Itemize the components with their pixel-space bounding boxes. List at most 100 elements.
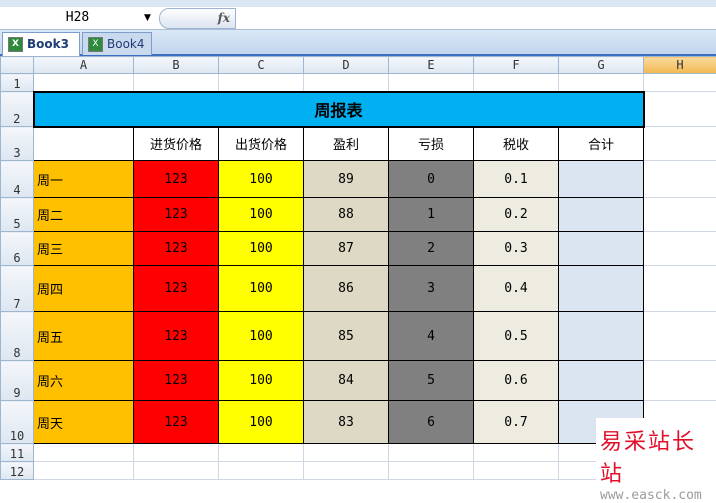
column-header-D[interactable]: D — [304, 57, 389, 74]
column-label[interactable]: 合计 — [559, 127, 644, 161]
row-header-5[interactable]: 5 — [1, 198, 34, 232]
row-header-10[interactable]: 10 — [1, 401, 34, 444]
day-label[interactable]: 周五 — [34, 312, 134, 361]
cell[interactable]: 87 — [304, 232, 389, 266]
name-box[interactable]: H28 — [0, 7, 155, 29]
column-label[interactable] — [34, 127, 134, 161]
row-header-3[interactable]: 3 — [1, 127, 34, 161]
day-label[interactable]: 周三 — [34, 232, 134, 266]
row-header-1[interactable]: 1 — [1, 74, 34, 92]
cell[interactable] — [474, 74, 559, 92]
cell[interactable] — [644, 161, 716, 198]
column-label[interactable]: 盈利 — [304, 127, 389, 161]
cell[interactable] — [389, 462, 474, 480]
cell[interactable] — [474, 444, 559, 462]
cell[interactable]: 3 — [389, 266, 474, 312]
cell[interactable]: 88 — [304, 198, 389, 232]
cell[interactable] — [644, 232, 716, 266]
sheet-title[interactable]: 周报表 — [34, 92, 644, 127]
cell[interactable] — [34, 462, 134, 480]
cell[interactable]: 100 — [219, 232, 304, 266]
cell[interactable] — [559, 198, 644, 232]
cell[interactable] — [134, 462, 219, 480]
cell[interactable] — [34, 444, 134, 462]
name-box-dropdown-icon[interactable]: ▼ — [144, 7, 151, 29]
cell[interactable] — [559, 312, 644, 361]
cell[interactable] — [219, 74, 304, 92]
cell[interactable] — [389, 74, 474, 92]
cell[interactable]: 0.1 — [474, 161, 559, 198]
day-label[interactable]: 周二 — [34, 198, 134, 232]
cell[interactable]: 0 — [389, 161, 474, 198]
insert-function-button[interactable]: fx — [159, 8, 236, 29]
cell[interactable]: 100 — [219, 312, 304, 361]
cell[interactable]: 123 — [134, 198, 219, 232]
column-header-G[interactable]: G — [559, 57, 644, 74]
day-label[interactable]: 周四 — [34, 266, 134, 312]
cell[interactable]: 123 — [134, 361, 219, 401]
day-label[interactable]: 周天 — [34, 401, 134, 444]
cell[interactable]: 0.5 — [474, 312, 559, 361]
cell[interactable]: 100 — [219, 401, 304, 444]
cell[interactable]: 0.6 — [474, 361, 559, 401]
cell[interactable]: 5 — [389, 361, 474, 401]
cell[interactable]: 100 — [219, 266, 304, 312]
cell[interactable] — [559, 74, 644, 92]
row-header-6[interactable]: 6 — [1, 232, 34, 266]
cell[interactable] — [304, 74, 389, 92]
cell[interactable]: 100 — [219, 361, 304, 401]
cell[interactable]: 100 — [219, 161, 304, 198]
cell[interactable]: 6 — [389, 401, 474, 444]
cell[interactable] — [559, 266, 644, 312]
cell[interactable]: 0.4 — [474, 266, 559, 312]
cell[interactable] — [304, 444, 389, 462]
select-all-corner[interactable] — [1, 57, 34, 74]
cell[interactable] — [34, 74, 134, 92]
cell[interactable] — [559, 361, 644, 401]
cell[interactable] — [644, 127, 716, 161]
cell[interactable]: 123 — [134, 312, 219, 361]
cell[interactable]: 0.3 — [474, 232, 559, 266]
row-header-4[interactable]: 4 — [1, 161, 34, 198]
cell[interactable]: 123 — [134, 232, 219, 266]
cell[interactable] — [644, 312, 716, 361]
cell[interactable]: 100 — [219, 198, 304, 232]
row-header-8[interactable]: 8 — [1, 312, 34, 361]
cell[interactable] — [304, 462, 389, 480]
cell[interactable] — [644, 74, 716, 92]
cell[interactable]: 85 — [304, 312, 389, 361]
column-header-E[interactable]: E — [389, 57, 474, 74]
column-header-H[interactable]: H — [644, 57, 716, 74]
cell[interactable] — [389, 444, 474, 462]
row-header-2[interactable]: 2 — [1, 92, 34, 127]
row-header-9[interactable]: 9 — [1, 361, 34, 401]
cell[interactable]: 89 — [304, 161, 389, 198]
cell[interactable] — [134, 74, 219, 92]
column-header-A[interactable]: A — [34, 57, 134, 74]
cell[interactable]: 123 — [134, 161, 219, 198]
cell[interactable]: 0.2 — [474, 198, 559, 232]
cell[interactable] — [644, 92, 716, 127]
cell[interactable] — [474, 462, 559, 480]
cell[interactable] — [219, 462, 304, 480]
cell[interactable]: 2 — [389, 232, 474, 266]
cell[interactable] — [559, 161, 644, 198]
cell[interactable] — [644, 198, 716, 232]
column-label[interactable]: 出货价格 — [219, 127, 304, 161]
column-header-C[interactable]: C — [219, 57, 304, 74]
cell[interactable]: 1 — [389, 198, 474, 232]
cell[interactable]: 123 — [134, 401, 219, 444]
day-label[interactable]: 周一 — [34, 161, 134, 198]
cell[interactable] — [219, 444, 304, 462]
row-header-12[interactable]: 12 — [1, 462, 34, 480]
column-header-B[interactable]: B — [134, 57, 219, 74]
column-header-F[interactable]: F — [474, 57, 559, 74]
cell[interactable]: 83 — [304, 401, 389, 444]
column-label[interactable]: 进货价格 — [134, 127, 219, 161]
row-header-11[interactable]: 11 — [1, 444, 34, 462]
row-header-7[interactable]: 7 — [1, 266, 34, 312]
column-label[interactable]: 税收 — [474, 127, 559, 161]
day-label[interactable]: 周六 — [34, 361, 134, 401]
